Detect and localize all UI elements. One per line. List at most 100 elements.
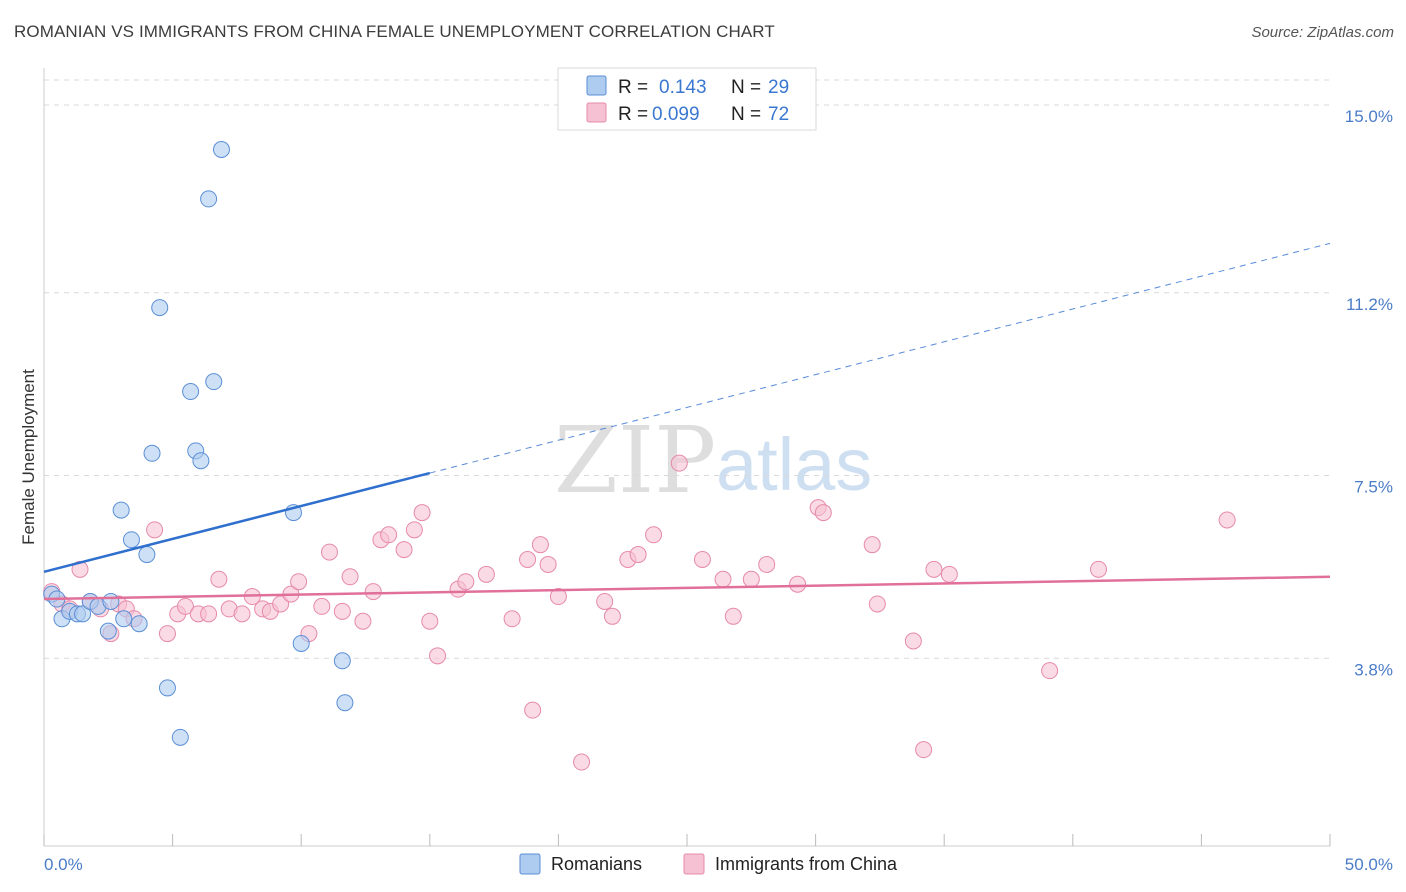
point-immigrants-from-china	[758, 555, 776, 573]
point-immigrants-from-china	[1090, 560, 1108, 578]
point-immigrants-from-china	[549, 588, 567, 606]
watermark-atlas: atlas	[716, 423, 872, 506]
point-immigrants-from-china	[364, 583, 382, 601]
point-romanians	[138, 546, 156, 564]
bottom-legend-swatch-romanians	[519, 853, 541, 875]
point-immigrants-from-china	[524, 701, 542, 719]
legend-swatch-romanians	[586, 75, 607, 96]
point-immigrants-from-china	[596, 592, 614, 610]
legend-n-label: N =	[731, 77, 761, 98]
point-immigrants-from-china	[477, 565, 495, 583]
x-tick-label-min: 0.0%	[44, 855, 83, 874]
point-romanians	[333, 652, 351, 670]
point-immigrants-from-china	[531, 536, 549, 554]
point-immigrants-from-china	[146, 521, 164, 539]
trendline-immigrants-from-china	[43, 575, 1331, 601]
x-tick-label-max: 50.0%	[1345, 855, 1393, 874]
legend: R = 0.143 N = 29 R = 0.099 N = 72	[557, 67, 817, 131]
trendlines	[43, 242, 1331, 601]
y-tick-label: 3.8%	[1354, 660, 1393, 679]
point-immigrants-from-china	[925, 560, 943, 578]
point-immigrants-from-china	[904, 632, 922, 650]
point-romanians	[158, 679, 176, 697]
point-romanians	[212, 141, 230, 159]
point-romanians	[200, 190, 218, 208]
x-ticks	[43, 834, 1331, 846]
point-immigrants-from-china	[421, 612, 439, 630]
chart-title: ROMANIAN VS IMMIGRANTS FROM CHINA FEMALE…	[14, 22, 775, 41]
bottom-legend: Romanians Immigrants from China	[519, 853, 898, 875]
legend-r-label: R =	[618, 77, 648, 98]
point-immigrants-from-china	[863, 536, 881, 554]
y-tick-labels: 3.8% 7.5% 11.2% 15.0%	[1345, 107, 1393, 679]
point-romanians	[99, 622, 117, 640]
point-immigrants-from-china	[573, 753, 591, 771]
point-romanians	[192, 452, 210, 470]
trendline-romanians-extension	[429, 242, 1331, 474]
point-immigrants-from-china	[789, 575, 807, 593]
watermark-zip: ZIP	[554, 407, 716, 514]
point-immigrants-from-china	[320, 543, 338, 561]
point-romanians	[102, 592, 120, 610]
legend-n-value: 72	[768, 104, 789, 125]
point-immigrants-from-china	[395, 541, 413, 559]
point-romanians	[143, 444, 161, 462]
legend-n-value: 29	[768, 77, 789, 98]
point-romanians	[130, 615, 148, 633]
legend-swatch-china	[586, 102, 607, 123]
legend-r-label: R =	[618, 104, 648, 125]
point-immigrants-from-china	[693, 550, 711, 568]
point-romanians	[171, 728, 189, 746]
y-axis-label: Female Unemployment	[19, 369, 38, 545]
legend-r-value: 0.099	[652, 104, 700, 125]
point-immigrants-from-china	[429, 647, 447, 665]
trendline-romanians	[43, 471, 431, 574]
point-immigrants-from-china	[724, 607, 742, 625]
y-tick-label: 15.0%	[1345, 107, 1393, 126]
legend-n-label: N =	[731, 104, 761, 125]
bottom-legend-label-romanians: Romanians	[551, 854, 642, 874]
y-tick-label: 11.2%	[1346, 295, 1393, 314]
point-immigrants-from-china	[341, 568, 359, 586]
point-immigrants-from-china	[290, 573, 308, 591]
point-immigrants-from-china	[603, 607, 621, 625]
point-immigrants-from-china	[714, 570, 732, 588]
point-romanians	[122, 531, 140, 549]
point-romanians	[292, 634, 310, 652]
point-immigrants-from-china	[200, 605, 218, 623]
point-immigrants-from-china	[380, 526, 398, 544]
point-immigrants-from-china	[629, 546, 647, 564]
y-tick-label: 7.5%	[1354, 478, 1393, 497]
point-immigrants-from-china	[1041, 662, 1059, 680]
point-immigrants-from-china	[519, 550, 537, 568]
point-immigrants-from-china	[868, 595, 886, 613]
point-immigrants-from-china	[940, 565, 958, 583]
point-immigrants-from-china	[539, 555, 557, 573]
point-immigrants-from-china	[176, 597, 194, 615]
point-romanians	[182, 383, 200, 401]
point-immigrants-from-china	[814, 504, 832, 522]
point-immigrants-from-china	[742, 570, 760, 588]
point-romanians	[151, 299, 169, 317]
point-immigrants-from-china	[457, 573, 475, 591]
point-immigrants-from-china	[233, 605, 251, 623]
point-immigrants-from-china	[503, 610, 521, 628]
point-immigrants-from-china	[915, 741, 933, 759]
gridlines	[44, 79, 1330, 659]
point-romanians	[336, 694, 354, 712]
point-immigrants-from-china	[354, 612, 372, 630]
point-immigrants-from-china	[413, 504, 431, 522]
point-romanians	[205, 373, 223, 391]
bottom-legend-label-china: Immigrants from China	[715, 854, 898, 874]
source-credit: Source: ZipAtlas.com	[1251, 24, 1394, 41]
legend-r-value: 0.143	[659, 77, 707, 98]
series-romanians	[43, 141, 354, 746]
point-immigrants-from-china	[670, 454, 688, 472]
point-immigrants-from-china	[405, 521, 423, 539]
point-romanians	[74, 605, 92, 623]
point-immigrants-from-china	[645, 526, 663, 544]
point-immigrants-from-china	[210, 570, 228, 588]
point-romanians	[115, 610, 133, 628]
point-immigrants-from-china	[158, 625, 176, 643]
